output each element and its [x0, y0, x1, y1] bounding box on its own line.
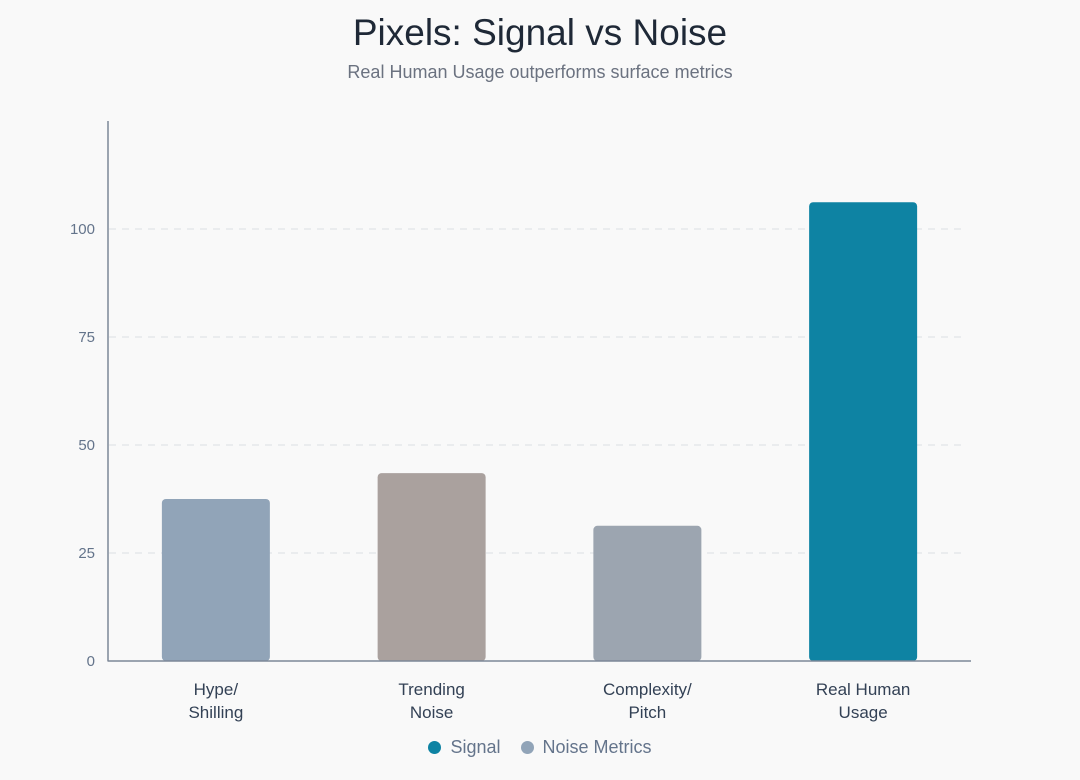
bar[interactable]: [593, 525, 702, 661]
y-tick-label: 75: [78, 329, 95, 346]
bar[interactable]: [161, 499, 270, 661]
x-category-label: Shilling: [188, 703, 243, 722]
legend-swatch-signal: [428, 741, 442, 754]
x-category-label: Noise: [410, 703, 453, 722]
chart-subtitle: Real Human Usage outperforms surface met…: [347, 62, 733, 82]
x-category-labels: Hype/Shilling Trending Noise Complexity/Pit…: [188, 680, 910, 722]
y-tick-label: 0: [87, 653, 95, 670]
x-category-label: Usage: [839, 703, 888, 722]
x-category-label: Real Human: [816, 680, 911, 699]
bars: [161, 202, 918, 661]
y-tick-label: 50: [78, 437, 95, 454]
x-category-label: Pitch: [628, 703, 666, 722]
x-category-label: Trending: [398, 680, 464, 699]
x-category-label: Complexity/: [603, 680, 692, 699]
x-category-label: Hype/: [194, 680, 239, 699]
legend-label-signal: Signal: [450, 737, 501, 757]
legend-item-signal[interactable]: Signal: [428, 737, 501, 758]
bar[interactable]: [809, 202, 918, 661]
y-tick-label: 25: [78, 545, 95, 562]
axes: [107, 121, 971, 662]
chart-title: Pixels: Signal vs Noise: [352, 12, 728, 53]
y-tick-labels: 0 25 50 75 100: [70, 221, 95, 670]
legend-label-noise-metrics: Noise Metrics: [542, 737, 652, 757]
bar[interactable]: [377, 473, 486, 661]
legend-item-noise-metrics[interactable]: Noise Metrics: [520, 737, 652, 758]
legend: Signal Noise Metrics: [0, 737, 1080, 758]
y-tick-label: 100: [70, 221, 95, 238]
legend-swatch-noise-metrics: [520, 741, 534, 754]
